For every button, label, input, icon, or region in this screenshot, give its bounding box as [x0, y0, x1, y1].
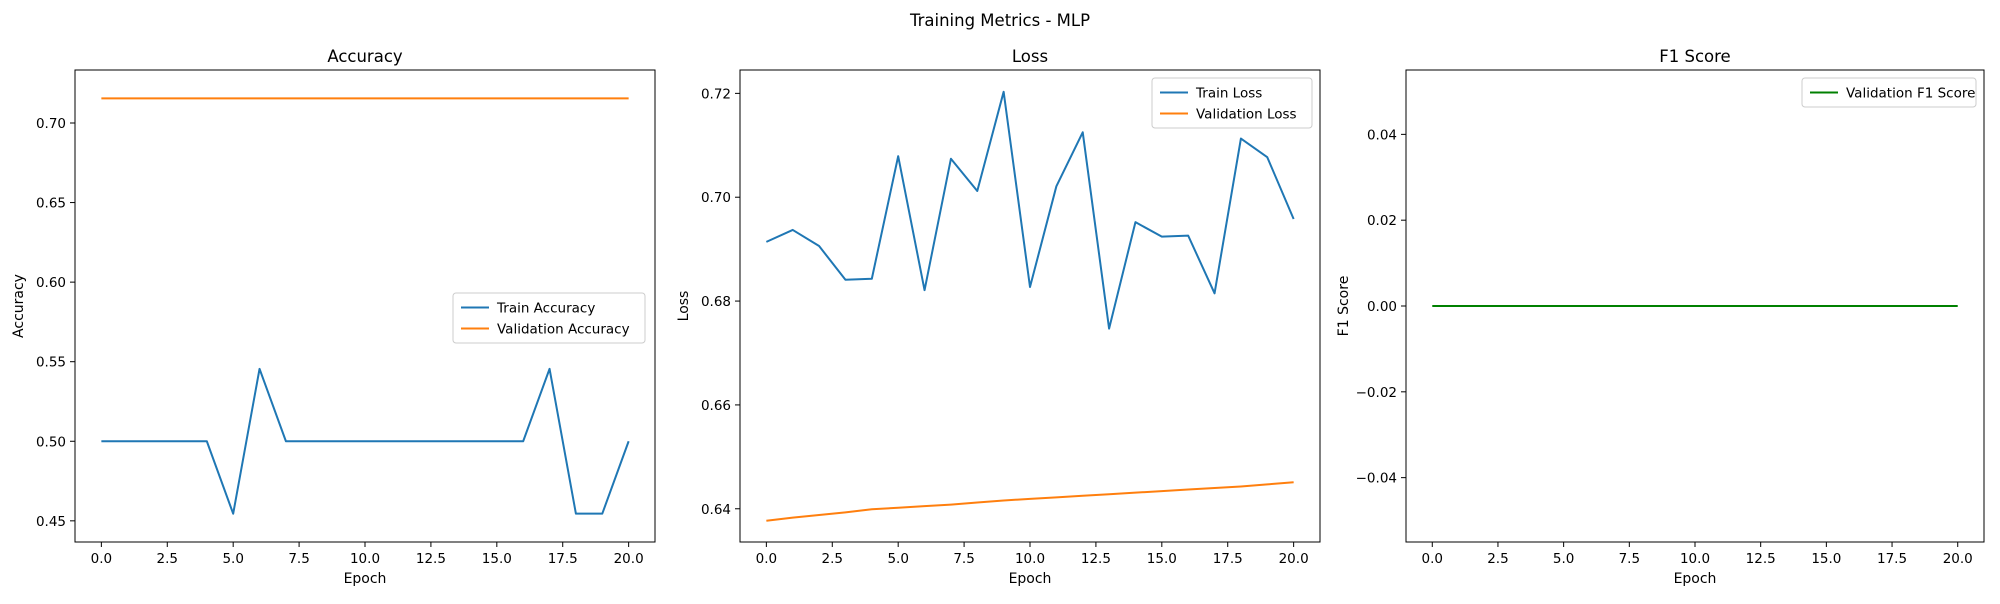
accuracy-x-tick-label: 10.0: [350, 551, 380, 567]
accuracy-x-tick-label: 5.0: [222, 551, 243, 567]
loss-x-tick-label: 10.0: [1015, 551, 1045, 567]
f1-score-y-tick-label: 0.02: [1367, 213, 1397, 229]
accuracy-y-tick-label: 0.65: [36, 196, 66, 212]
f1-score-x-tick-label: 7.5: [1619, 551, 1640, 567]
accuracy-x-tick-label: 7.5: [288, 551, 309, 567]
f1-score-y-tick-label: 0.00: [1367, 299, 1397, 315]
accuracy-legend-box: [452, 292, 646, 344]
f1-score-x-tick-label: 10.0: [1680, 551, 1710, 567]
accuracy-train-accuracy-line: [101, 367, 630, 515]
accuracy-x-tick-label: 15.0: [482, 551, 512, 567]
f1-score-x-tick-label: 5.0: [1553, 551, 1574, 567]
accuracy-y-tick-label: 0.45: [36, 514, 66, 530]
loss-chart: Loss 0.0 2.5 5.0 7.5 10.0 12.5 15.0 17.5 20.0 0.64…: [676, 47, 1321, 587]
f1-score-legend: Validation F1 Score: [1801, 77, 1977, 108]
accuracy-y-tick-label: 0.70: [36, 116, 66, 132]
accuracy-x-tick-label: 20.0: [614, 551, 644, 567]
f1-score-chart: F1 Score 0.0 2.5 5.0 7.5 10.0 12.5 15.0 17.5 20.0…: [1336, 47, 1985, 587]
loss-y-tick-label: 0.64: [701, 502, 731, 518]
loss-legend-label: Validation Loss: [1196, 107, 1297, 123]
f1-score-title: F1 Score: [1659, 47, 1730, 66]
loss-x-tick-label: 2.5: [822, 551, 843, 567]
f1-score-y-tick-label: −0.02: [1356, 385, 1397, 401]
f1-score-x-tick-label: 17.5: [1877, 551, 1907, 567]
accuracy-y-tick-label: 0.55: [36, 355, 66, 371]
loss-y-tick-label: 0.66: [701, 398, 731, 414]
accuracy-legend: Train Accuracy Validation Accuracy: [452, 292, 646, 344]
loss-y-tick-label: 0.68: [701, 294, 731, 310]
accuracy-chart: Accuracy 0.0 2.5 5.0 7.5 10.0 12.5 15.0 17.5 20.0…: [11, 47, 656, 587]
accuracy-y-tick-label: 0.50: [36, 434, 66, 450]
f1-score-y-axis-label: F1 Score: [1336, 276, 1352, 337]
loss-legend-label: Train Loss: [1195, 86, 1262, 102]
loss-x-tick-label: 20.0: [1279, 551, 1309, 567]
loss-x-tick-label: 5.0: [887, 551, 908, 567]
accuracy-y-axis-label: Accuracy: [11, 274, 27, 338]
f1-score-x-axis-label: Epoch: [1674, 571, 1717, 587]
accuracy-y-tick-label: 0.60: [36, 275, 66, 291]
accuracy-title: Accuracy: [327, 47, 403, 66]
accuracy-x-tick-label: 12.5: [416, 551, 446, 567]
f1-score-legend-label: Validation F1 Score: [1846, 86, 1975, 102]
loss-x-tick-label: 17.5: [1213, 551, 1243, 567]
loss-x-tick-label: 0.0: [756, 551, 777, 567]
loss-title: Loss: [1012, 47, 1048, 66]
loss-x-tick-label: 7.5: [953, 551, 974, 567]
accuracy-x-tick-label: 2.5: [157, 551, 178, 567]
loss-validation-loss-line: [766, 481, 1294, 522]
f1-score-x-tick-label: 15.0: [1811, 551, 1841, 567]
loss-y-tick-label: 0.70: [701, 190, 731, 206]
accuracy-x-axis-label: Epoch: [344, 571, 387, 587]
loss-x-tick-label: 15.0: [1147, 551, 1177, 567]
accuracy-x-tick-label: 0.0: [91, 551, 112, 567]
loss-x-axis-label: Epoch: [1009, 571, 1052, 587]
loss-y-tick-label: 0.72: [701, 86, 731, 102]
accuracy-legend-label: Train Accuracy: [496, 301, 595, 317]
f1-score-x-tick-label: 20.0: [1943, 551, 1973, 567]
accuracy-x-tick-label: 17.5: [548, 551, 578, 567]
f1-score-legend-box: [1801, 77, 1977, 108]
f1-score-x-tick-label: 12.5: [1746, 551, 1776, 567]
loss-x-tick-label: 12.5: [1081, 551, 1111, 567]
chart-panels: Accuracy 0.0 2.5 5.0 7.5 10.0 12.5 15.0 17.5 20.0…: [11, 47, 1985, 587]
loss-legend-box: [1151, 77, 1313, 129]
loss-train-loss-line: [765, 90, 1295, 330]
f1-score-y-tick-label: −0.04: [1356, 471, 1397, 487]
loss-legend: Train Loss Validation Loss: [1151, 77, 1313, 129]
loss-y-axis-label: Loss: [676, 291, 692, 322]
figure-suptitle: Training Metrics - MLP: [909, 11, 1090, 30]
f1-score-y-tick-label: 0.04: [1367, 127, 1397, 143]
accuracy-legend-label: Validation Accuracy: [497, 322, 630, 338]
f1-score-x-tick-label: 2.5: [1487, 551, 1508, 567]
f1-score-x-tick-label: 0.0: [1422, 551, 1443, 567]
